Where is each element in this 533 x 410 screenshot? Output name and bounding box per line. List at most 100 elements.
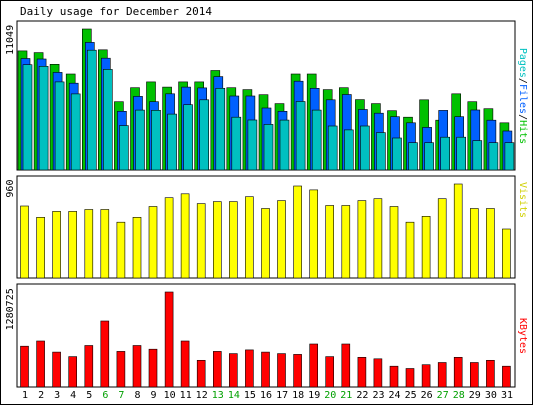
x-axis-ticks: 1 2 3 4 5 6 7 8 9 10 11 12 13 14 15 16 17 18 19 20 21 22 23 24 2… bbox=[22, 390, 513, 401]
bar-pages-day-17 bbox=[279, 119, 290, 171]
bar-visits-day-3 bbox=[52, 211, 61, 279]
bar-kbytes-day-16 bbox=[261, 351, 270, 388]
bar-pages-day-8 bbox=[135, 109, 145, 171]
x-tick-label: 28 bbox=[453, 390, 465, 401]
bar-kbytes-day-9 bbox=[148, 348, 158, 388]
x-tick-label: 8 bbox=[134, 390, 140, 401]
x-tick-label: 3 bbox=[54, 390, 60, 401]
bar-pages-day-7 bbox=[119, 125, 129, 171]
bar-visits-day-8 bbox=[132, 217, 142, 279]
bar-kbytes-day-6 bbox=[100, 320, 110, 388]
bar-pages-day-29 bbox=[472, 140, 483, 171]
bar-kbytes-day-4 bbox=[68, 356, 77, 388]
bar-kbytes-day-29 bbox=[469, 362, 479, 388]
bar-kbytes-day-3 bbox=[52, 351, 61, 388]
bar-kbytes-day-14 bbox=[229, 353, 238, 388]
x-tick-label: 29 bbox=[469, 390, 481, 401]
bar-visits-day-10 bbox=[164, 197, 174, 279]
bar-kbytes-day-20 bbox=[325, 356, 335, 388]
bar-pages-day-28 bbox=[456, 136, 467, 171]
chart-title: Daily usage for December 2014 bbox=[20, 5, 212, 18]
panel-bottom: 1280725 KBytes bbox=[5, 283, 528, 388]
x-tick-label: 30 bbox=[485, 390, 497, 401]
series-label: Visits bbox=[517, 182, 528, 218]
series-label-part: Files bbox=[517, 84, 528, 114]
x-tick-label: 10 bbox=[164, 390, 176, 401]
bar-kbytes-day-12 bbox=[196, 359, 206, 388]
series-visits bbox=[20, 183, 511, 279]
bar-visits-day-14 bbox=[229, 201, 238, 279]
bar-kbytes-day-19 bbox=[309, 343, 319, 388]
bar-pages-day-9 bbox=[151, 110, 161, 171]
bar-pages-day-15 bbox=[247, 119, 258, 171]
x-tick-label: 17 bbox=[276, 390, 288, 401]
bar-visits-day-29 bbox=[469, 208, 479, 279]
x-tick-label: 1 bbox=[22, 390, 28, 401]
bar-pages-day-31 bbox=[504, 142, 515, 171]
bar-visits-day-7 bbox=[116, 221, 126, 279]
bar-pages-day-11 bbox=[183, 104, 193, 171]
bar-visits-day-13 bbox=[213, 201, 222, 279]
x-tick-label: 18 bbox=[292, 390, 304, 401]
bar-kbytes-day-27 bbox=[437, 362, 447, 388]
bar-kbytes-day-22 bbox=[357, 356, 367, 388]
bar-kbytes-day-2 bbox=[36, 340, 45, 388]
x-tick-label: 4 bbox=[70, 390, 76, 401]
x-tick-label: 15 bbox=[244, 390, 256, 401]
bar-visits-day-17 bbox=[277, 200, 286, 279]
bar-pages-day-2 bbox=[38, 66, 49, 171]
x-tick-label: 2 bbox=[38, 390, 44, 401]
x-tick-label: 7 bbox=[118, 390, 124, 401]
bar-visits-day-27 bbox=[437, 198, 447, 279]
x-tick-label: 22 bbox=[356, 390, 368, 401]
bar-kbytes-day-10 bbox=[164, 291, 174, 388]
x-tick-label: 6 bbox=[102, 390, 108, 401]
bar-kbytes-day-8 bbox=[132, 345, 142, 388]
bar-kbytes-day-31 bbox=[502, 365, 511, 388]
bar-visits-day-19 bbox=[309, 189, 319, 279]
bar-kbytes-day-15 bbox=[245, 349, 254, 388]
bar-kbytes-day-21 bbox=[341, 343, 351, 388]
x-tick-label: 20 bbox=[324, 390, 336, 401]
bar-pages-day-3 bbox=[54, 81, 65, 171]
bar-visits-day-24 bbox=[389, 206, 399, 279]
bar-pages-day-16 bbox=[263, 124, 274, 171]
x-tick-label: 23 bbox=[372, 390, 384, 401]
x-tick-label: 16 bbox=[260, 390, 272, 401]
series-label-part: Hits bbox=[517, 120, 528, 144]
bar-kbytes-day-28 bbox=[453, 356, 463, 388]
bar-pages-day-5 bbox=[87, 49, 97, 171]
bar-pages-day-14 bbox=[231, 116, 242, 171]
bar-visits-day-5 bbox=[84, 209, 94, 279]
bar-pages-day-30 bbox=[488, 142, 499, 171]
series-label-part: KBytes bbox=[517, 318, 528, 354]
x-tick-label: 9 bbox=[150, 390, 156, 401]
bar-pages-day-22 bbox=[360, 125, 370, 171]
x-tick-label: 11 bbox=[180, 390, 192, 401]
bar-visits-day-6 bbox=[100, 209, 110, 279]
bar-pages-day-19 bbox=[311, 109, 322, 171]
bar-kbytes-day-13 bbox=[213, 351, 222, 388]
x-tick-label: 25 bbox=[405, 390, 417, 401]
series-label: KBytes bbox=[517, 318, 528, 354]
series-kbytes bbox=[20, 291, 511, 388]
bar-visits-day-26 bbox=[421, 216, 431, 279]
bar-visits-day-11 bbox=[180, 193, 190, 279]
y-max-label: 11049 bbox=[5, 25, 16, 55]
x-tick-label: 27 bbox=[437, 390, 449, 401]
bar-visits-day-12 bbox=[196, 203, 206, 279]
bar-visits-day-30 bbox=[486, 208, 495, 279]
bar-pages-day-1 bbox=[22, 64, 33, 171]
bar-visits-day-1 bbox=[20, 205, 29, 279]
bar-visits-day-9 bbox=[148, 206, 158, 279]
bar-kbytes-day-30 bbox=[486, 359, 495, 388]
bar-visits-day-16 bbox=[261, 208, 270, 279]
x-tick-label: 21 bbox=[340, 390, 352, 401]
series-label-part: Visits bbox=[517, 182, 528, 218]
bar-kbytes-day-11 bbox=[180, 340, 190, 388]
bar-kbytes-day-18 bbox=[293, 354, 302, 388]
y-max-label: 1280725 bbox=[5, 288, 16, 330]
x-tick-label: 19 bbox=[308, 390, 320, 401]
